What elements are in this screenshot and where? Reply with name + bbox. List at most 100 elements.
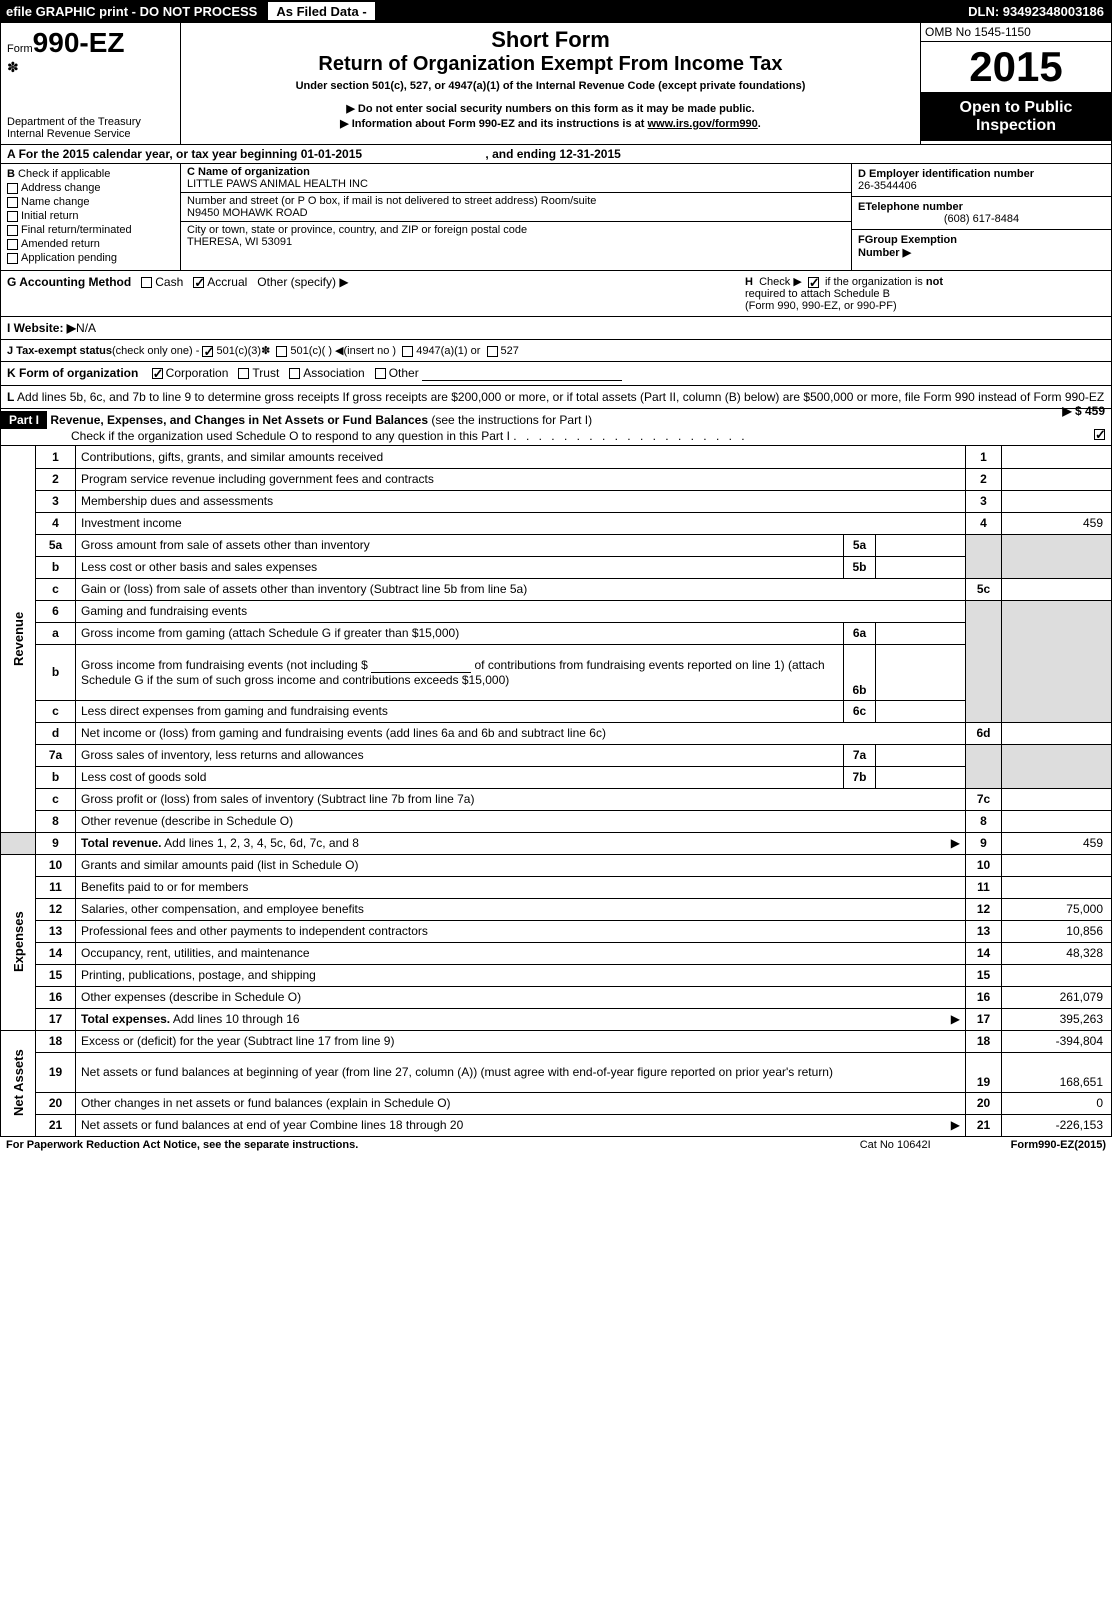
line-4: 4 Investment income 4 459 xyxy=(1,512,1112,534)
check-name-change[interactable]: Name change xyxy=(7,196,174,208)
city-value: THERESA, WI 53091 xyxy=(187,236,845,248)
city-label: City or town, state or province, country… xyxy=(187,224,845,236)
line-5b: b Less cost or other basis and sales exp… xyxy=(1,556,1112,578)
check-amended-return[interactable]: Amended return xyxy=(7,238,174,250)
check-4947[interactable] xyxy=(402,346,413,357)
line-20: 20 Other changes in net assets or fund b… xyxy=(1,1092,1112,1114)
page-footer: For Paperwork Reduction Act Notice, see … xyxy=(0,1137,1112,1153)
line-7c: c Gross profit or (loss) from sales of i… xyxy=(1,788,1112,810)
form-prefix: Form xyxy=(7,43,33,55)
line-14: 14 Occupancy, rent, utilities, and maint… xyxy=(1,942,1112,964)
line-6c: c Less direct expenses from gaming and f… xyxy=(1,700,1112,722)
form-footer-label: Form990-EZ(2015) xyxy=(1011,1139,1106,1151)
line-5c: c Gain or (loss) from sale of assets oth… xyxy=(1,578,1112,600)
tax-year: 2015 xyxy=(921,42,1111,93)
line-7b: b Less cost of goods sold 7b xyxy=(1,766,1112,788)
line-6a: a Gross income from gaming (attach Sched… xyxy=(1,622,1112,644)
line-6b: b Gross income from fundraising events (… xyxy=(1,644,1112,700)
check-accrual[interactable] xyxy=(193,277,204,288)
check-schedule-o[interactable] xyxy=(1094,429,1105,440)
line-2: 2 Program service revenue including gove… xyxy=(1,468,1112,490)
inspection-badge: Open to Public Inspection xyxy=(921,93,1111,141)
row-j-tax-status: J Tax-exempt status(check only one) - 50… xyxy=(0,340,1112,362)
check-501c3[interactable] xyxy=(202,346,213,357)
line-16: 16 Other expenses (describe in Schedule … xyxy=(1,986,1112,1008)
efile-notice: efile GRAPHIC print - DO NOT PROCESS xyxy=(0,4,263,19)
phone-value: (608) 617-8484 xyxy=(858,213,1105,225)
line-5a: 5a Gross amount from sale of assets othe… xyxy=(1,534,1112,556)
line-19: 19 Net assets or fund balances at beginn… xyxy=(1,1052,1112,1092)
dept-treasury: Department of the Treasury xyxy=(7,116,174,128)
check-association[interactable] xyxy=(289,368,300,379)
schedule-b-check: H Check ▶ if the organization is not req… xyxy=(745,275,1105,312)
group-exemption-label: FGroup Exemption Number ▶ xyxy=(858,234,1105,259)
phone-label: ETelephone number xyxy=(858,201,1105,213)
check-final-return[interactable]: Final return/terminated xyxy=(7,224,174,236)
row-l-gross-receipts: L Add lines 5b, 6c, and 7b to line 9 to … xyxy=(0,386,1112,409)
check-initial-return[interactable]: Initial return xyxy=(7,210,174,222)
instr-1: ▶ Do not enter social security numbers o… xyxy=(191,102,910,115)
check-application-pending[interactable]: Application pending xyxy=(7,252,174,264)
instr-2: ▶ Information about Form 990-EZ and its … xyxy=(191,117,910,130)
irs-link[interactable]: www.irs.gov/form990 xyxy=(648,118,758,130)
col-b: B Check if applicable Address change Nam… xyxy=(1,164,181,270)
under-section: Under section 501(c), 527, or 4947(a)(1)… xyxy=(191,80,910,92)
line-15: 15 Printing, publications, postage, and … xyxy=(1,964,1112,986)
return-title: Return of Organization Exempt From Incom… xyxy=(191,53,910,76)
line-1: Revenue 1 Contributions, gifts, grants, … xyxy=(1,446,1112,468)
part-1-header: Part I Revenue, Expenses, and Changes in… xyxy=(0,409,1112,446)
check-cash[interactable] xyxy=(141,277,152,288)
check-527[interactable] xyxy=(487,346,498,357)
col-c: C Name of organization LITTLE PAWS ANIMA… xyxy=(181,164,851,270)
header-right: OMB No 1545-1150 2015 Open to Public Ins… xyxy=(921,23,1111,144)
paperwork-notice: For Paperwork Reduction Act Notice, see … xyxy=(6,1139,358,1151)
check-501c[interactable] xyxy=(276,346,287,357)
check-not-required[interactable] xyxy=(808,277,819,288)
line-13: 13 Professional fees and other payments … xyxy=(1,920,1112,942)
form-header: Form990-EZ ✽ Department of the Treasury … xyxy=(0,22,1112,145)
org-name-value: LITTLE PAWS ANIMAL HEALTH INC xyxy=(187,178,845,190)
line-17: 17 Total expenses. Add lines 10 through … xyxy=(1,1008,1112,1030)
catalog-number: Cat No 10642I xyxy=(860,1139,931,1151)
street-value: N9450 MOHAWK ROAD xyxy=(187,207,845,219)
expenses-side-label: Expenses xyxy=(1,854,36,1030)
line-12: 12 Salaries, other compensation, and emp… xyxy=(1,898,1112,920)
check-corporation[interactable] xyxy=(152,368,163,379)
line-8: 8 Other revenue (describe in Schedule O)… xyxy=(1,810,1112,832)
row-gh: G Accounting Method Cash Accrual Other (… xyxy=(0,271,1112,317)
dln-number: DLN: 93492348003186 xyxy=(960,4,1112,19)
row-a: A For the 2015 calendar year, or tax yea… xyxy=(0,145,1112,164)
as-filed-label: As Filed Data - xyxy=(267,1,375,21)
check-trust[interactable] xyxy=(238,368,249,379)
line-6: 6 Gaming and fundraising events xyxy=(1,600,1112,622)
org-name-label: C Name of organization xyxy=(187,166,845,178)
line-21: 21 Net assets or fund balances at end of… xyxy=(1,1114,1112,1136)
line-7a: 7a Gross sales of inventory, less return… xyxy=(1,744,1112,766)
omb-number: OMB No 1545-1150 xyxy=(921,23,1111,42)
ein-value: 26-3544406 xyxy=(858,180,1105,192)
part-1-table: Revenue 1 Contributions, gifts, grants, … xyxy=(0,446,1112,1137)
line-6d: d Net income or (loss) from gaming and f… xyxy=(1,722,1112,744)
row-i-website: I Website: ▶N/A xyxy=(0,317,1112,340)
col-def: D Employer identification number 26-3544… xyxy=(851,164,1111,270)
line-18: Net Assets 18 Excess or (deficit) for th… xyxy=(1,1030,1112,1052)
irs-label: Internal Revenue Service xyxy=(7,128,174,140)
net-assets-side-label: Net Assets xyxy=(1,1030,36,1136)
form-number: 990-EZ xyxy=(33,27,125,58)
check-other-org[interactable] xyxy=(375,368,386,379)
top-bar: efile GRAPHIC print - DO NOT PROCESS As … xyxy=(0,0,1112,22)
line-11: 11 Benefits paid to or for members 11 xyxy=(1,876,1112,898)
accounting-method: G Accounting Method Cash Accrual Other (… xyxy=(7,275,745,312)
header-mid: Short Form Return of Organization Exempt… xyxy=(181,23,921,144)
line-3: 3 Membership dues and assessments 3 xyxy=(1,490,1112,512)
ein-label: D Employer identification number xyxy=(858,168,1105,180)
check-address-change[interactable]: Address change xyxy=(7,182,174,194)
header-left: Form990-EZ ✽ Department of the Treasury … xyxy=(1,23,181,144)
street-label: Number and street (or P O box, if mail i… xyxy=(187,195,845,207)
section-bcdef: B Check if applicable Address change Nam… xyxy=(0,164,1112,271)
row-k-org-form: K Form of organization Corporation Trust… xyxy=(0,362,1112,386)
revenue-side-label: Revenue xyxy=(1,446,36,832)
line-10: Expenses 10 Grants and similar amounts p… xyxy=(1,854,1112,876)
gross-receipts-amount: ▶ $ 459 xyxy=(1062,404,1105,418)
line-9: 9 Total revenue. Add lines 1, 2, 3, 4, 5… xyxy=(1,832,1112,854)
